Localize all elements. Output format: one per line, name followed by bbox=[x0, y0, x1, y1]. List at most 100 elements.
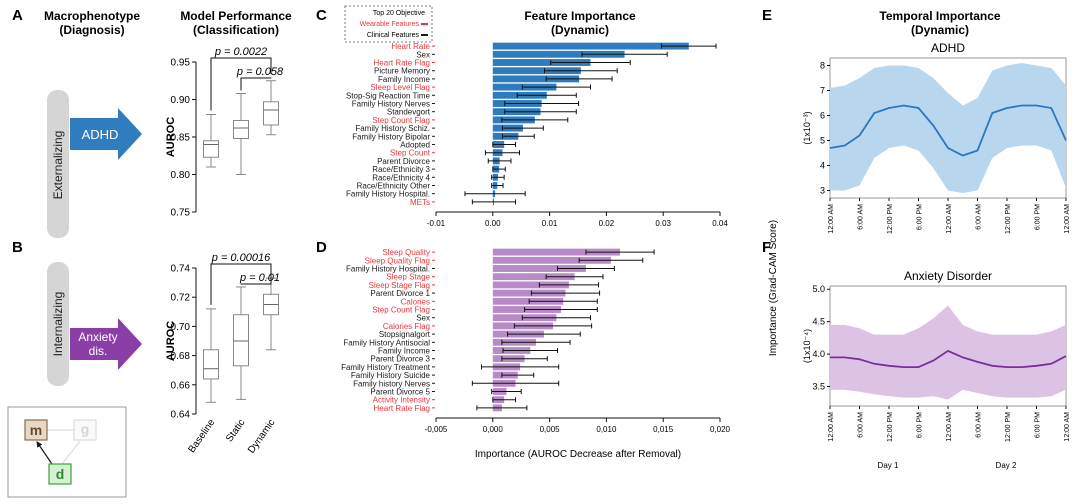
x-tick-label: 12:00 PM bbox=[887, 204, 894, 234]
importance-bar bbox=[492, 289, 566, 297]
externalizing-side-bar bbox=[47, 90, 69, 238]
feature-label: Calories Flag bbox=[383, 322, 430, 331]
gd-edge bbox=[61, 440, 81, 465]
feature-label: Standevgort bbox=[387, 108, 431, 117]
x-tick-label: 6:00 AM bbox=[858, 412, 865, 438]
temporal-title-line1: Temporal Importance bbox=[879, 9, 1000, 23]
feature-label: Heart Rate Flag bbox=[374, 59, 430, 68]
box-iqr bbox=[203, 349, 219, 380]
feature-label: Race/Ethnicity 4 bbox=[372, 173, 430, 182]
internalizing-side-label: Internalizing bbox=[51, 292, 65, 357]
feature-label: Step Count bbox=[390, 149, 431, 158]
mean-line bbox=[830, 349, 1067, 368]
y-tick-label: 0.75 bbox=[171, 208, 191, 219]
x-tick-label: 0.04 bbox=[712, 219, 728, 228]
x-tick-label: 0,020 bbox=[710, 425, 731, 434]
x-tick-label: -0,005 bbox=[425, 425, 448, 434]
importance-bar bbox=[492, 75, 580, 83]
x-tick-label: 12:00 AM bbox=[1064, 412, 1071, 442]
feature-label: Family history Nerves bbox=[353, 379, 430, 388]
feature-importance-title-line2: (Dynamic) bbox=[551, 23, 609, 37]
box-iqr bbox=[203, 140, 219, 158]
panel-letter-b: B bbox=[12, 239, 23, 256]
panel-letter-d: D bbox=[316, 239, 327, 256]
subplot-title: ADHD bbox=[931, 41, 965, 55]
panel-letter-c: C bbox=[316, 7, 327, 24]
model-perf-title-line1: Model Performance bbox=[180, 9, 292, 23]
x-tick-label: 6:00 AM bbox=[858, 204, 865, 230]
y-tick-label: 0.85 bbox=[171, 133, 191, 144]
feature-label: Sleep Level Flag bbox=[370, 83, 430, 92]
x-tick-label: 12:00 PM bbox=[1005, 412, 1012, 442]
importance-bar bbox=[492, 273, 575, 281]
temporal-importance-anxiety-chart: Anxiety Disorder (1x10⁻⁴) 3.5 4.0 4.5 5.0 12:0… bbox=[802, 269, 1071, 442]
y-tick-label: 0.72 bbox=[171, 293, 191, 304]
x-tick-label: 0,015 bbox=[653, 425, 674, 434]
feature-label: Step Count Flag bbox=[372, 116, 430, 125]
x-tick-label: 12:00 AM bbox=[946, 412, 953, 442]
feature-label: Stop-Sig Reaction Time bbox=[346, 91, 431, 100]
feature-label: Adopted bbox=[400, 141, 430, 150]
box-iqr bbox=[263, 101, 279, 126]
x-tick-label: 6:00 PM bbox=[917, 204, 924, 230]
panel-a-title-line2: (Diagnosis) bbox=[59, 23, 124, 37]
feature-label: Sleep Quality bbox=[382, 248, 430, 257]
feature-label: METs bbox=[410, 198, 430, 207]
feature-label: Family Income bbox=[378, 75, 431, 84]
x-tick-label: 6:00 PM bbox=[1035, 204, 1042, 230]
x-tick-label: 6:00 AM bbox=[976, 204, 983, 230]
day1-label: Day 1 bbox=[878, 461, 899, 470]
panel-letter-a: A bbox=[12, 7, 23, 24]
feature-label: Step Count Flag bbox=[372, 306, 430, 315]
y-tick-label: 0.90 bbox=[171, 95, 191, 106]
feature-label: Family History Hospital. bbox=[346, 265, 430, 274]
panel-letter-f: F bbox=[762, 239, 771, 256]
x-tick-label: 12:00 PM bbox=[1005, 204, 1012, 234]
p-value-label: p = 0.0022 bbox=[214, 46, 267, 58]
importance-bar bbox=[492, 59, 591, 66]
legend-clinical-label: Clinical Features bbox=[367, 32, 420, 39]
x-tick-label: 0.01 bbox=[542, 219, 558, 228]
externalizing-side-label: Externalizing bbox=[51, 131, 65, 200]
subplot-title: Anxiety Disorder bbox=[904, 269, 992, 283]
x-tick-label: 12:00 AM bbox=[1064, 204, 1071, 234]
feature-label: Family Income bbox=[378, 347, 431, 356]
importance-bar bbox=[492, 281, 569, 289]
x-tick-label: 6:00 AM bbox=[976, 412, 983, 438]
feature-label: Sleep Stage bbox=[386, 273, 430, 282]
x-tick-label: -0.01 bbox=[427, 219, 446, 228]
day2-label: Day 2 bbox=[996, 461, 1017, 470]
feature-label: Heart Rate bbox=[391, 42, 430, 51]
feature-label: Sex bbox=[416, 50, 430, 59]
x-tick-label: 0,005 bbox=[540, 425, 561, 434]
feature-label: Stopsignalgort bbox=[379, 330, 431, 339]
anxiety-arrow-label-line2: dis. bbox=[89, 344, 108, 358]
legend-wearable-label: Wearable Features bbox=[360, 21, 420, 28]
model-perf-title-line2: (Classification) bbox=[193, 23, 279, 37]
significance-bracket bbox=[240, 275, 272, 285]
y-tick-label: 0.66 bbox=[171, 380, 191, 391]
x-tick-label: 0.03 bbox=[655, 219, 671, 228]
feature-label: Race/Ethnicity 3 bbox=[372, 165, 430, 174]
y-tick-label: 4.0 bbox=[812, 349, 825, 359]
feature-label: Sex bbox=[416, 314, 430, 323]
feature-label: Family History Bipolar bbox=[352, 132, 430, 141]
y-tick-label: 0.70 bbox=[171, 322, 191, 333]
y-axis-label: AUROC bbox=[165, 321, 177, 361]
importance-bar bbox=[492, 42, 689, 50]
y-tick-label: 0.74 bbox=[171, 264, 191, 275]
feature-label: Family History Hospital. bbox=[346, 190, 430, 199]
adhd-arrow bbox=[70, 108, 142, 160]
feature-label: Sleep Quality Flag bbox=[365, 256, 430, 265]
x-tick-label: 0,000 bbox=[483, 425, 504, 434]
x-tick-label: 6:00 PM bbox=[1035, 412, 1042, 438]
confidence-band bbox=[830, 305, 1066, 400]
y-tick-label: 8 bbox=[820, 61, 825, 71]
confidence-band bbox=[830, 63, 1066, 193]
importance-bar bbox=[492, 297, 564, 305]
importance-bar bbox=[492, 50, 625, 58]
dm-edge bbox=[36, 441, 53, 465]
significance-bracket bbox=[210, 57, 272, 111]
importance-bar bbox=[492, 256, 611, 264]
